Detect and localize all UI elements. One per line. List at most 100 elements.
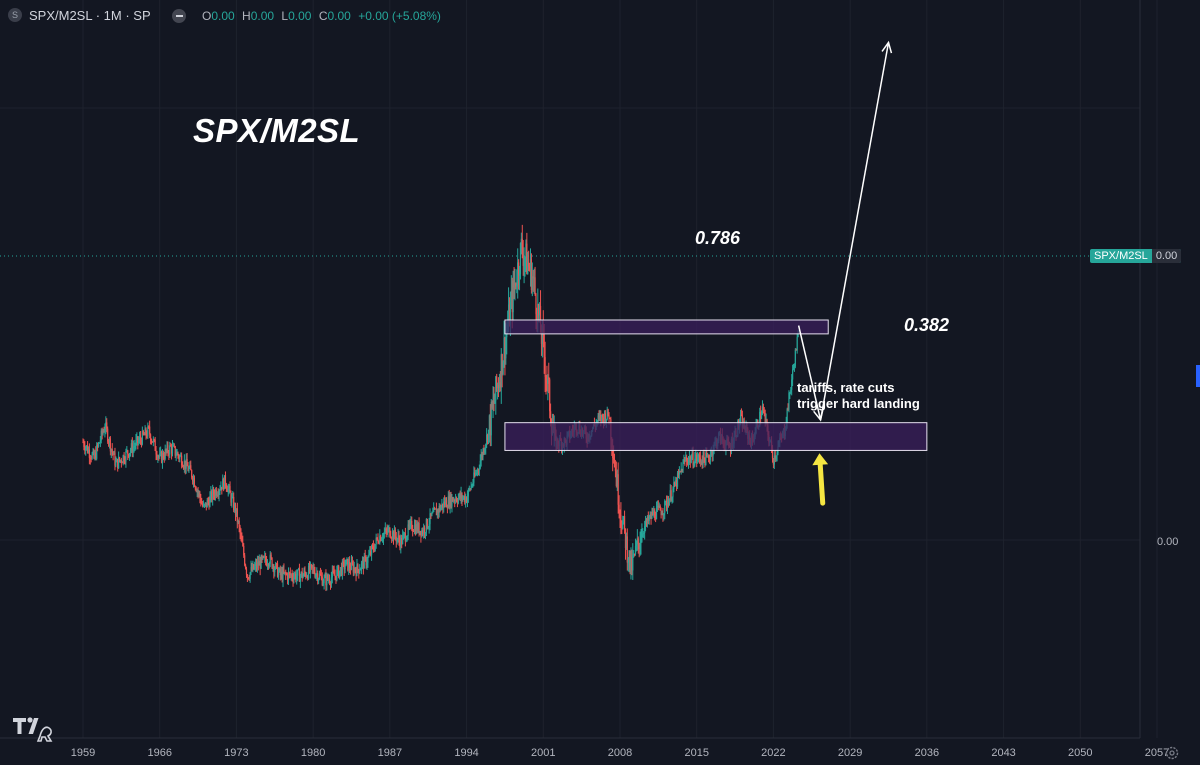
candle-body bbox=[793, 366, 796, 368]
candle-body bbox=[347, 558, 349, 571]
candle-body bbox=[502, 362, 504, 375]
candle-body bbox=[411, 520, 413, 530]
candle-body bbox=[193, 477, 196, 487]
candle-body bbox=[314, 572, 316, 577]
candle-body bbox=[101, 430, 103, 434]
candle-body bbox=[459, 493, 461, 499]
candle-body bbox=[418, 523, 420, 534]
candle-body bbox=[369, 551, 371, 555]
candle-body bbox=[229, 486, 231, 493]
candle-body bbox=[364, 555, 366, 557]
candle-body bbox=[323, 577, 325, 584]
minus-icon[interactable] bbox=[172, 9, 186, 23]
candle-body bbox=[401, 538, 403, 544]
candle-body bbox=[665, 500, 668, 508]
candle-body bbox=[232, 496, 234, 498]
candle-body bbox=[159, 453, 161, 457]
time-axis-label: 1973 bbox=[224, 747, 248, 759]
candle-body bbox=[326, 575, 328, 586]
candle-body bbox=[672, 488, 674, 498]
candle-body bbox=[792, 369, 794, 380]
candle-body bbox=[350, 561, 353, 570]
candle-body bbox=[633, 553, 635, 556]
candle-body bbox=[684, 460, 686, 462]
candle-body bbox=[699, 457, 701, 462]
candle-body bbox=[488, 415, 491, 430]
candle-body bbox=[452, 497, 454, 502]
zone-box[interactable] bbox=[504, 422, 928, 451]
candle-body bbox=[98, 442, 101, 444]
candle-body bbox=[413, 525, 416, 532]
candle-body bbox=[635, 544, 638, 546]
candle-body bbox=[158, 456, 160, 458]
candle-body bbox=[299, 575, 301, 582]
candle-body bbox=[409, 522, 411, 527]
candle-body bbox=[678, 471, 680, 475]
candle-body bbox=[254, 566, 256, 570]
candle-body bbox=[473, 472, 475, 483]
candle-body bbox=[427, 527, 429, 529]
candle-body bbox=[774, 455, 776, 459]
candle-body bbox=[496, 376, 498, 389]
candle-body bbox=[623, 516, 625, 522]
candle-body bbox=[380, 535, 382, 541]
candle-body bbox=[333, 572, 335, 576]
candle-body bbox=[252, 564, 254, 571]
candle-body bbox=[328, 579, 331, 583]
candle-body bbox=[464, 496, 466, 503]
candle-body bbox=[630, 556, 632, 571]
symbol-icon[interactable]: S bbox=[8, 8, 22, 22]
gear-icon[interactable] bbox=[1164, 745, 1180, 761]
candle-body bbox=[639, 543, 641, 549]
symbol-title[interactable]: SPX/M2SL · 1M · SP bbox=[29, 8, 151, 23]
candle-body bbox=[99, 440, 101, 443]
candle-body bbox=[236, 508, 238, 522]
last-price-label[interactable]: SPX/M2SL 0.00 bbox=[1090, 249, 1182, 263]
candle-body bbox=[226, 488, 228, 492]
candle-body bbox=[169, 445, 171, 455]
time-axis-label: 1987 bbox=[378, 747, 402, 759]
candle-body bbox=[697, 454, 700, 459]
candle-body bbox=[271, 557, 273, 568]
time-axis-label: 1994 bbox=[454, 747, 478, 759]
candle-body bbox=[377, 538, 379, 543]
candle-body bbox=[180, 455, 182, 457]
candle-body bbox=[102, 431, 104, 434]
candle-body bbox=[407, 524, 409, 537]
candle-body bbox=[212, 489, 215, 495]
candle-body bbox=[351, 561, 354, 565]
candle-body bbox=[685, 457, 687, 461]
candle-body bbox=[467, 489, 469, 497]
candle-body bbox=[631, 556, 633, 571]
candle-body bbox=[637, 538, 639, 544]
candle-body bbox=[318, 574, 321, 579]
candle-body bbox=[530, 259, 533, 291]
annotation-arrows bbox=[797, 40, 893, 506]
candle-body bbox=[191, 477, 194, 482]
candle-body bbox=[695, 454, 697, 459]
candle-body bbox=[354, 567, 356, 571]
candle-body bbox=[613, 459, 616, 468]
candle-body bbox=[507, 304, 510, 326]
candle-body bbox=[346, 558, 348, 560]
candle-body bbox=[689, 456, 691, 463]
zone-box[interactable] bbox=[504, 319, 829, 335]
candle-body bbox=[677, 473, 680, 475]
candle-body bbox=[676, 473, 679, 487]
candle-body bbox=[435, 508, 438, 516]
candle-body bbox=[292, 578, 294, 581]
candle-body bbox=[395, 536, 397, 542]
candle-body bbox=[93, 450, 95, 459]
candle-body bbox=[197, 490, 199, 493]
candle-body bbox=[385, 528, 387, 531]
tradingview-logo[interactable] bbox=[12, 714, 54, 744]
candle-body bbox=[739, 414, 742, 423]
candle-body bbox=[367, 556, 369, 563]
candle-body bbox=[647, 516, 649, 521]
candle-body bbox=[258, 560, 260, 566]
candle-body bbox=[309, 564, 312, 572]
candle-body bbox=[612, 447, 614, 458]
candle-body bbox=[128, 453, 131, 457]
last-price-symbol: SPX/M2SL bbox=[1094, 250, 1148, 262]
